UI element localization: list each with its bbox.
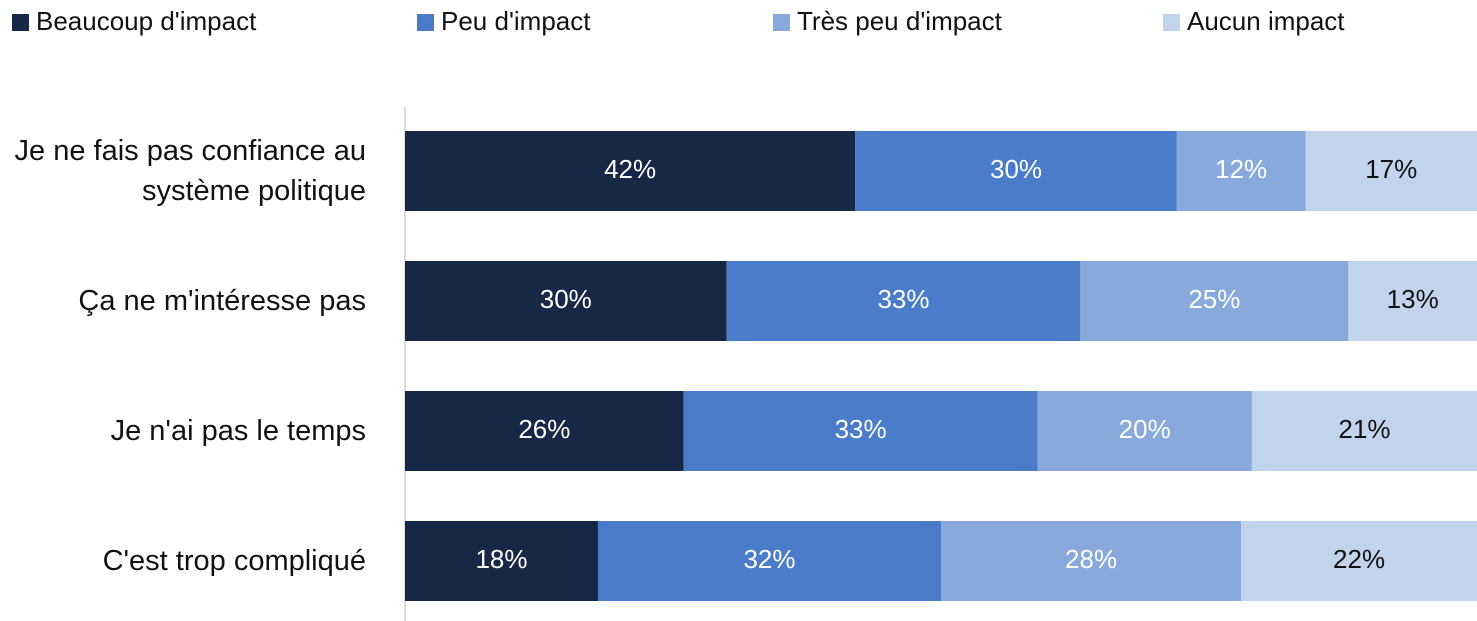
value-label: 32% — [743, 544, 795, 574]
bar-segment — [405, 261, 727, 341]
category-label: Je ne fais pas confiance au système poli… — [0, 121, 366, 221]
legend-swatch — [417, 14, 434, 31]
bar-segment — [855, 131, 1177, 211]
value-label: 17% — [1365, 154, 1417, 184]
value-label: 25% — [1188, 284, 1240, 314]
bar-segment — [405, 521, 598, 601]
value-label: 30% — [540, 284, 592, 314]
bar-segment — [683, 391, 1038, 471]
value-label: 26% — [518, 414, 570, 444]
bar-segment — [405, 131, 856, 211]
legend-label: Peu d'impact — [441, 6, 591, 36]
value-label: 33% — [835, 414, 887, 444]
value-label: 22% — [1333, 544, 1385, 574]
bar-segment — [1348, 261, 1477, 341]
legend-swatch — [1163, 14, 1180, 31]
value-label: 12% — [1215, 154, 1267, 184]
legend-label: Aucun impact — [1187, 6, 1345, 36]
category-label: Je n'ai pas le temps — [0, 381, 366, 481]
value-label: 28% — [1065, 544, 1117, 574]
bar-segment — [1241, 521, 1477, 601]
legend-swatch — [773, 14, 790, 31]
category-label: C'est trop compliqué — [0, 511, 366, 611]
category-text: Ça ne m'intéresse pas — [78, 285, 366, 317]
bar-segment — [405, 391, 684, 471]
bar-segment — [1251, 391, 1477, 471]
value-label: 18% — [475, 544, 527, 574]
category-label: Ça ne m'intéresse pas — [0, 251, 366, 351]
value-label: 21% — [1338, 414, 1390, 444]
value-label: 13% — [1387, 284, 1439, 314]
bar-segment — [1037, 391, 1252, 471]
legend-label: Très peu d'impact — [797, 6, 1003, 36]
legend-swatch — [12, 14, 29, 31]
bars — [405, 131, 1477, 601]
bar-segment — [1305, 131, 1477, 211]
value-label: 20% — [1119, 414, 1171, 444]
value-label: 33% — [877, 284, 929, 314]
category-text: Je n'ai pas le temps — [110, 415, 366, 447]
value-label: 42% — [604, 154, 656, 184]
value-label: 30% — [990, 154, 1042, 184]
bar-segment — [597, 521, 941, 601]
bar-segment — [941, 521, 1242, 601]
bar-segment — [726, 261, 1081, 341]
category-text: C'est trop compliqué — [102, 545, 366, 577]
bar-segment — [1080, 261, 1349, 341]
category-text: Je ne fais pas confiance au système poli… — [14, 135, 366, 207]
legend-label: Beaucoup d'impact — [36, 6, 257, 36]
bar-segment — [1176, 131, 1306, 211]
